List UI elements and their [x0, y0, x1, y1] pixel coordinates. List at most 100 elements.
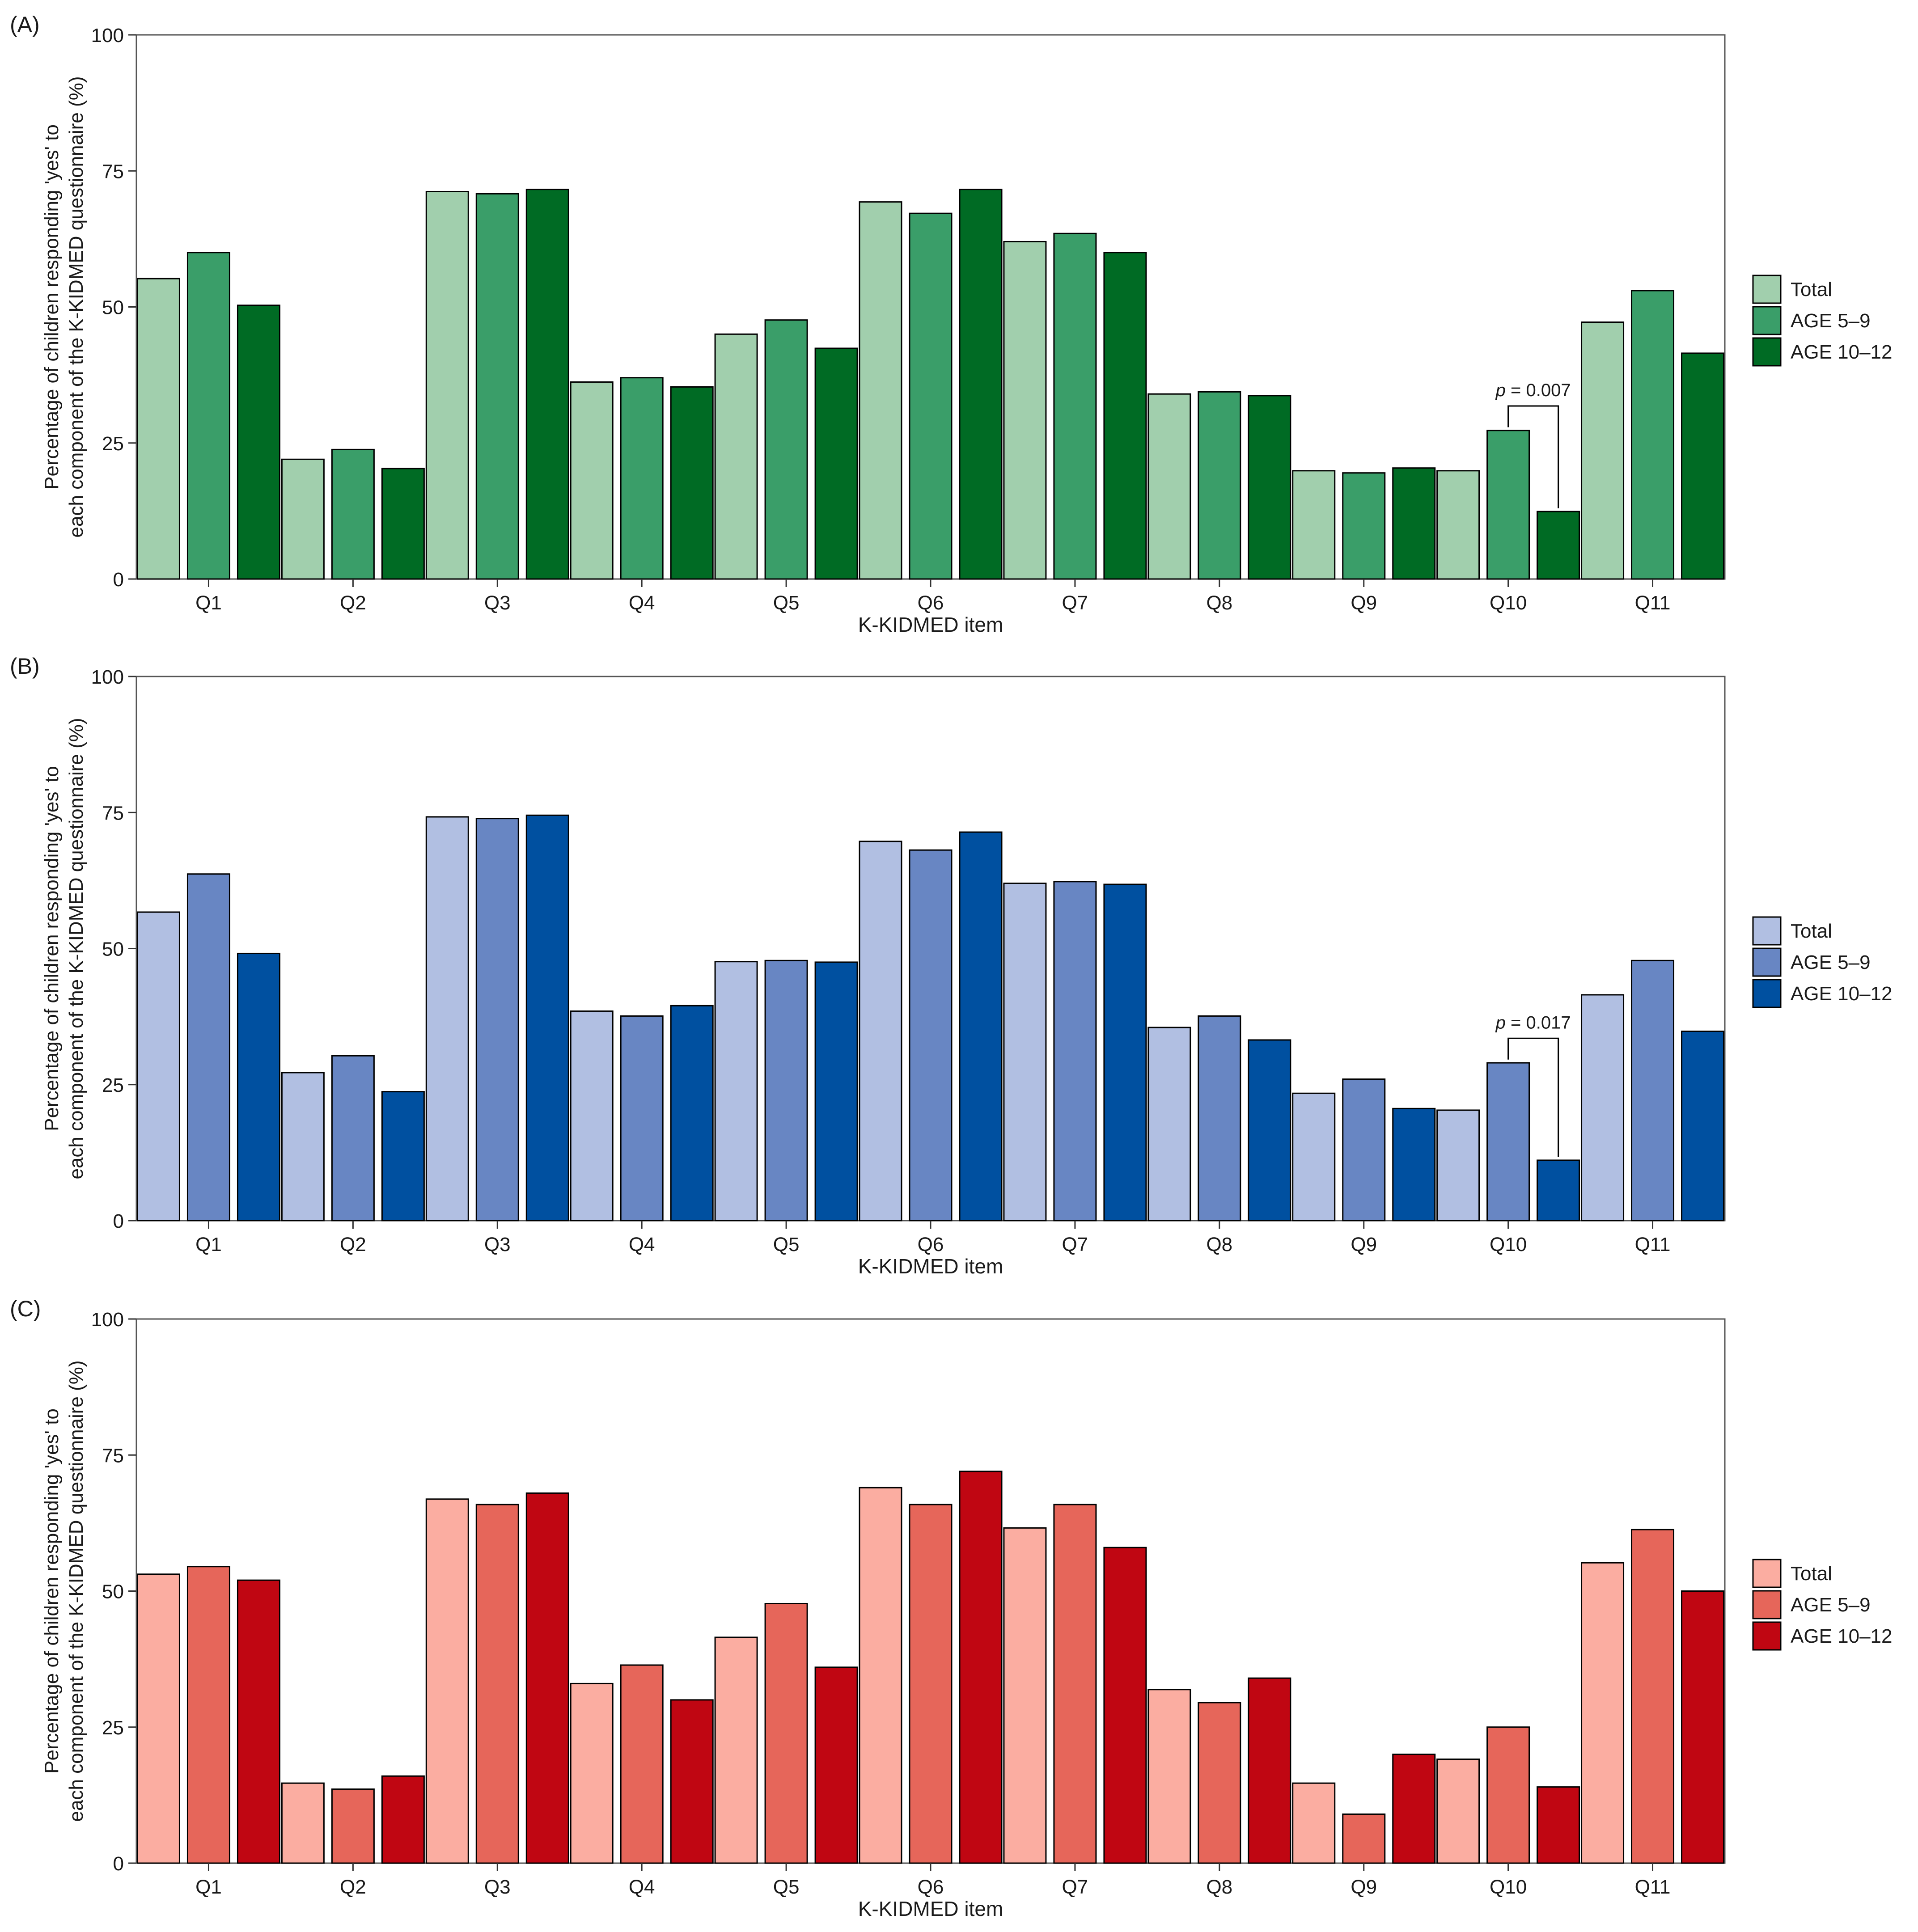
x-tick-label-q1: Q1 — [195, 592, 222, 614]
y-axis-title-line2: each component of the K-KIDMED questionn… — [65, 718, 87, 1179]
bar-q6-age-5-9 — [909, 1504, 953, 1864]
bar-q8-age-5-9 — [1198, 391, 1241, 580]
bar-q10-total — [1436, 1759, 1480, 1864]
x-tick-label-q5: Q5 — [773, 592, 800, 614]
chart-panel-c: (C) 0 25 50 75 100 Q1 Q2 Q3 Q4 Q5 Q6 Q7 Q8 Q9 Q10 Q11 K-K… — [10, 1296, 1893, 1920]
bar-q11-age-5-9 — [1631, 290, 1675, 580]
legend: Total AGE 5–9 AGE 10–12 — [1752, 275, 1893, 367]
bar-q10-age-5-9 — [1486, 1062, 1530, 1222]
p-symbol: p — [1495, 380, 1506, 400]
bar-q5-age-5-9 — [764, 1602, 808, 1864]
y-tick-label: 50 — [102, 1581, 124, 1603]
significance-bracket — [1507, 405, 1559, 508]
x-tick-label-q8: Q8 — [1206, 1876, 1232, 1898]
bar-q9-age-10-12 — [1392, 1754, 1436, 1864]
x-tick-label-q9: Q9 — [1351, 1234, 1377, 1256]
x-tick-label-q3: Q3 — [484, 1876, 511, 1898]
legend-label-age-10-12: AGE 10–12 — [1791, 1625, 1893, 1647]
bar-q1-age-5-9 — [186, 1566, 230, 1864]
bar-q1-age-10-12 — [237, 1579, 280, 1864]
bar-q2-total — [281, 458, 325, 580]
x-tick-label-q11: Q11 — [1635, 1234, 1671, 1256]
bar-q1-age-10-12 — [237, 952, 280, 1222]
legend-label-age-5-9: AGE 5–9 — [1791, 1594, 1871, 1616]
y-tick-label: 50 — [102, 939, 124, 960]
legend-swatch-total — [1752, 1559, 1782, 1588]
y-tick-label: 25 — [102, 433, 124, 455]
bar-q6-age-10-12 — [959, 1471, 1003, 1864]
bar-q3-age-10-12 — [525, 1492, 569, 1864]
x-tick-label-q6: Q6 — [918, 592, 944, 614]
bar-q4-age-5-9 — [620, 1664, 664, 1864]
bar-q10-age-5-9 — [1486, 1726, 1530, 1864]
x-tick-label-q4: Q4 — [629, 1876, 655, 1898]
bar-q4-total — [570, 1683, 614, 1864]
bar-q7-age-10-12 — [1103, 1547, 1147, 1864]
legend-label-total: Total — [1791, 279, 1832, 300]
bar-q5-age-5-9 — [764, 960, 808, 1222]
legend: Total AGE 5–9 AGE 10–12 — [1752, 916, 1893, 1008]
legend-label-age-5-9: AGE 5–9 — [1791, 310, 1871, 332]
legend-swatch-age-10-12 — [1752, 979, 1782, 1008]
bar-q8-age-10-12 — [1248, 1677, 1291, 1864]
bar-q6-age-10-12 — [959, 831, 1003, 1222]
bar-q5-total — [714, 1636, 758, 1864]
x-tick-label-q1: Q1 — [195, 1876, 222, 1898]
legend-label-age-5-9: AGE 5–9 — [1791, 951, 1871, 973]
bar-q11-age-10-12 — [1681, 352, 1725, 580]
x-tick-label-q7: Q7 — [1062, 1876, 1088, 1898]
y-axis-title-line1: Percentage of children responding 'yes' … — [41, 1408, 63, 1774]
x-axis-title: K-KIDMED item — [858, 613, 1003, 636]
bar-q10-age-5-9 — [1486, 430, 1530, 580]
bar-q11-age-5-9 — [1631, 1529, 1675, 1864]
legend-swatch-total — [1752, 275, 1782, 304]
bar-q4-total — [570, 381, 614, 580]
x-tick-label-q4: Q4 — [629, 592, 655, 614]
bar-q7-total — [1003, 241, 1047, 580]
bar-q3-age-10-12 — [525, 814, 569, 1222]
x-axis-title: K-KIDMED item — [858, 1897, 1003, 1920]
bar-q8-age-5-9 — [1198, 1015, 1241, 1222]
bar-q2-total — [281, 1782, 325, 1864]
bar-q11-age-10-12 — [1681, 1590, 1725, 1864]
bar-q4-age-10-12 — [670, 1005, 714, 1222]
panel-label: (B) — [10, 654, 40, 679]
bar-q7-total — [1003, 882, 1047, 1222]
x-tick-label-q2: Q2 — [340, 592, 366, 614]
legend-swatch-age-5-9 — [1752, 306, 1782, 335]
bar-q9-age-5-9 — [1342, 1813, 1386, 1864]
x-tick-label-q10: Q10 — [1490, 1234, 1527, 1256]
p-value-annotation: p = 0.017 — [1495, 1013, 1571, 1032]
x-tick-label-q5: Q5 — [773, 1876, 800, 1898]
bar-q3-age-10-12 — [525, 189, 569, 580]
y-tick-label: 75 — [102, 161, 124, 182]
x-tick-label-q8: Q8 — [1206, 592, 1232, 614]
y-tick-label: 0 — [113, 1853, 124, 1875]
panel-label: (A) — [10, 12, 40, 37]
y-axis-title-line1: Percentage of children responding 'yes' … — [41, 766, 63, 1131]
x-tick-label-q4: Q4 — [629, 1234, 655, 1256]
bar-q11-age-10-12 — [1681, 1030, 1725, 1222]
y-axis-title-line2: each component of the K-KIDMED questionn… — [65, 76, 87, 537]
x-tick-label-q5: Q5 — [773, 1234, 800, 1256]
x-tick-label-q2: Q2 — [340, 1876, 366, 1898]
bar-q3-total — [425, 1498, 469, 1864]
y-tick-label: 50 — [102, 297, 124, 319]
bar-q8-age-10-12 — [1248, 1039, 1291, 1222]
bar-q10-total — [1436, 1109, 1480, 1222]
x-axis-title: K-KIDMED item — [858, 1255, 1003, 1278]
y-tick-label: 100 — [91, 25, 124, 47]
y-tick-label: 25 — [102, 1074, 124, 1096]
bar-q5-age-10-12 — [814, 961, 858, 1222]
bar-q6-total — [859, 201, 902, 580]
x-tick-label-q11: Q11 — [1635, 592, 1671, 614]
x-tick-label-q3: Q3 — [484, 1234, 511, 1256]
y-tick-label: 0 — [113, 569, 124, 591]
bar-q7-age-10-12 — [1103, 252, 1147, 580]
bar-q10-age-10-12 — [1537, 1159, 1580, 1222]
bar-q10-age-10-12 — [1537, 1786, 1580, 1864]
bar-q7-total — [1003, 1527, 1047, 1864]
legend-swatch-age-10-12 — [1752, 1621, 1782, 1651]
bar-q11-total — [1581, 321, 1625, 580]
bar-q10-age-10-12 — [1537, 511, 1580, 580]
